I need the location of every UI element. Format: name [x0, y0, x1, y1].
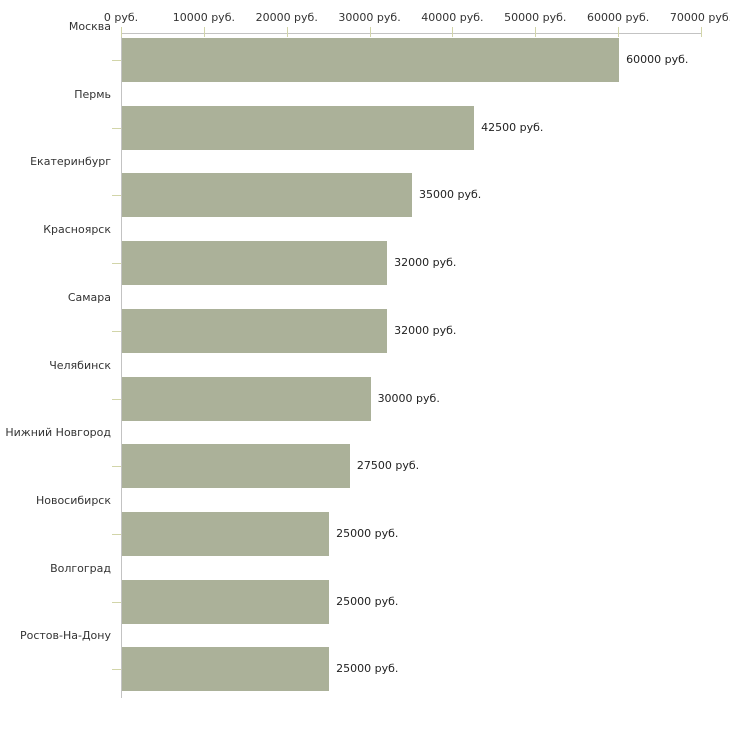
value-label: 27500 руб. — [356, 459, 420, 473]
bar-4 — [122, 241, 388, 286]
value-label: 25000 руб. — [336, 526, 399, 540]
category-label: Новосибирск — [35, 493, 111, 507]
y-axis-line — [121, 33, 122, 698]
x-tick — [618, 27, 620, 37]
bar-2 — [122, 105, 475, 150]
category-tick — [112, 263, 121, 265]
value-label: 25000 руб. — [336, 662, 399, 676]
x-tick-label: 0 руб. — [103, 11, 139, 24]
category-label: Красноярск — [43, 223, 111, 237]
category-label: Нижний Новгород — [5, 426, 111, 440]
category-label: Ростов-На-Дону — [19, 629, 111, 643]
x-tick — [121, 27, 122, 37]
x-tick-label: 60000 руб. — [587, 11, 650, 24]
bar-8 — [122, 511, 330, 556]
category-label: Самара — [67, 290, 111, 304]
category-tick — [112, 533, 121, 535]
value-label: 32000 руб. — [394, 256, 457, 270]
x-tick-label: 40000 руб. — [421, 11, 484, 24]
category-tick — [112, 601, 121, 603]
bar-6 — [122, 376, 371, 421]
category-tick — [112, 398, 121, 400]
category-tick — [112, 195, 121, 197]
category-tick — [112, 669, 121, 671]
x-axis-line — [121, 33, 701, 34]
category-label: Екатеринбург — [30, 155, 111, 169]
category-tick — [112, 60, 121, 61]
bar-9 — [122, 579, 330, 624]
x-tick — [203, 27, 205, 37]
category-label: Пермь — [74, 87, 111, 101]
x-tick — [701, 27, 702, 37]
value-label: 35000 руб. — [419, 188, 482, 202]
value-label: 30000 руб. — [377, 391, 440, 405]
x-tick — [286, 27, 288, 37]
x-tick-label: 50000 руб. — [504, 11, 567, 24]
x-tick — [535, 27, 537, 37]
value-label: 42500 руб. — [481, 120, 544, 134]
bar-3 — [122, 173, 412, 218]
category-tick — [112, 466, 121, 468]
bar-1 — [122, 38, 620, 82]
x-tick-label: 30000 руб. — [338, 11, 401, 24]
value-label: 32000 руб. — [394, 323, 457, 337]
category-label: Волгоград — [50, 561, 111, 575]
category-label: Челябинск — [49, 358, 111, 372]
x-tick — [369, 27, 371, 37]
x-tick-label: 10000 руб. — [172, 11, 235, 24]
bar-7 — [122, 444, 350, 489]
x-tick-label: 20000 руб. — [255, 11, 318, 24]
bar-10 — [122, 647, 330, 692]
category-tick — [112, 330, 121, 332]
x-tick-label: 70000 руб. — [669, 11, 730, 24]
category-label: Москва — [68, 20, 111, 33]
x-tick — [452, 27, 454, 37]
bar-5 — [122, 308, 388, 353]
plot-area: 0 руб. 10000 руб. 20000 руб. 30000 руб. 4000… — [104, 11, 730, 698]
category-tick — [112, 127, 121, 129]
value-label: 25000 руб. — [336, 594, 399, 608]
value-label: 60000 руб. — [626, 53, 689, 66]
